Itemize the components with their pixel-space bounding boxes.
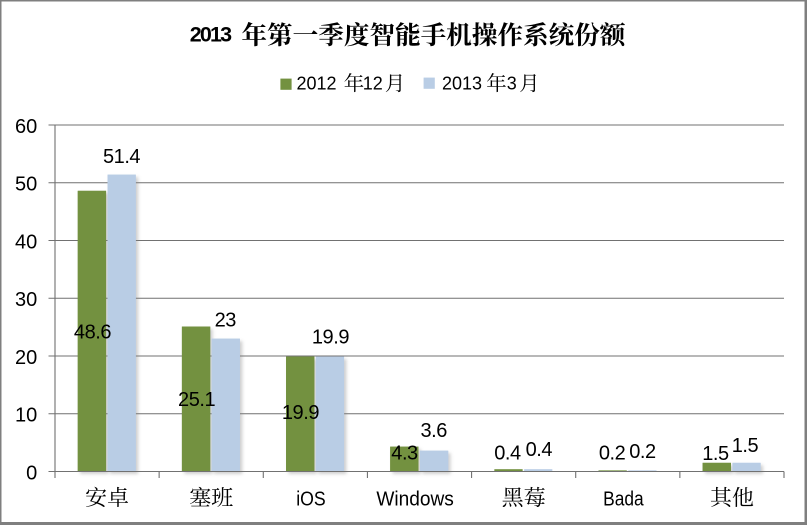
svg-text:40: 40 — [15, 231, 37, 253]
svg-text:3: 3 — [507, 74, 517, 94]
svg-text:19.9: 19.9 — [312, 327, 349, 349]
svg-text:60: 60 — [15, 116, 37, 138]
svg-text:0.4: 0.4 — [494, 443, 521, 465]
svg-text:10: 10 — [15, 405, 37, 427]
svg-text:iOS: iOS — [296, 489, 326, 511]
svg-text:23: 23 — [215, 310, 237, 332]
svg-text:12: 12 — [363, 74, 383, 94]
svg-text:2013: 2013 — [190, 23, 232, 47]
svg-text:Windows: Windows — [376, 489, 454, 511]
svg-text:0.2: 0.2 — [629, 441, 656, 463]
svg-text:51.4: 51.4 — [103, 146, 140, 168]
svg-text:48.6: 48.6 — [74, 322, 111, 344]
svg-text:0.2: 0.2 — [599, 443, 626, 465]
svg-text:30: 30 — [15, 289, 37, 311]
svg-text:1.5: 1.5 — [732, 435, 759, 457]
svg-text:0: 0 — [26, 462, 37, 484]
svg-text:1.5: 1.5 — [702, 443, 729, 465]
svg-text:19.9: 19.9 — [282, 402, 319, 424]
svg-text:25.1: 25.1 — [178, 389, 215, 411]
svg-text:20: 20 — [15, 347, 37, 369]
svg-text:0.4: 0.4 — [526, 439, 553, 461]
svg-text:2012: 2012 — [297, 74, 337, 94]
svg-text:2013: 2013 — [442, 74, 482, 94]
svg-text:4.3: 4.3 — [391, 443, 418, 465]
svg-text:3.6: 3.6 — [420, 420, 447, 442]
svg-text:Bada: Bada — [603, 489, 644, 511]
svg-text:50: 50 — [15, 174, 37, 196]
